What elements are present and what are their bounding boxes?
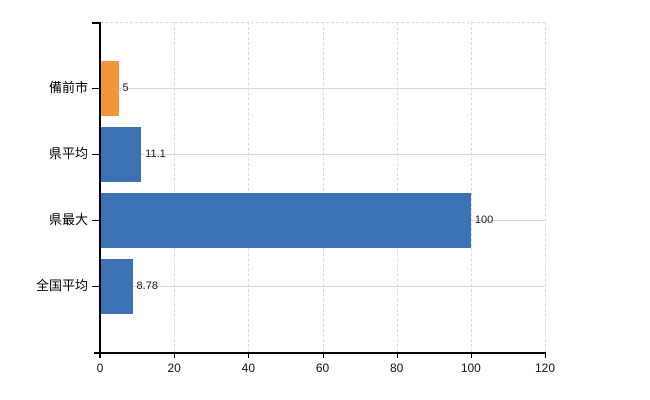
bar-value-label: 8.78 (136, 280, 158, 292)
x-tick-mark (322, 352, 324, 358)
bar-備前市 (100, 60, 119, 116)
x-tick-label: 120 (534, 361, 556, 375)
y-axis-line (99, 22, 101, 358)
gridline-horizontal (100, 88, 545, 89)
gridline-vertical (248, 22, 250, 352)
x-tick-mark (470, 352, 472, 358)
x-tick-label: 80 (389, 361, 404, 375)
y-tick-mark (92, 286, 99, 287)
y-tick-mark (92, 154, 99, 155)
y-axis-top-tick (92, 22, 99, 24)
bar-県平均 (100, 126, 142, 182)
x-tick-mark (248, 352, 250, 358)
x-tick-mark (174, 352, 176, 358)
x-tick-mark (396, 352, 398, 358)
gridline-horizontal (100, 154, 545, 155)
gridline-vertical (396, 22, 398, 352)
gridline-vertical (322, 22, 324, 352)
gridline-vertical (545, 22, 546, 352)
bar-value-label: 100 (474, 214, 494, 226)
gridline-horizontal (100, 286, 545, 287)
x-tick-label: 0 (96, 361, 104, 375)
x-tick-mark (545, 352, 546, 358)
bar-value-label: 11.1 (145, 148, 166, 160)
x-axis-line (94, 352, 545, 354)
category-label-4: 全国平均 (35, 278, 88, 293)
bar-県最大 (100, 192, 471, 248)
bar-全国平均 (100, 258, 133, 314)
x-tick-label: 100 (460, 361, 481, 375)
x-tick-label: 60 (315, 361, 330, 375)
gridline-vertical (470, 22, 472, 352)
category-label-1: 備前市 (48, 80, 88, 95)
x-tick-label: 40 (241, 361, 255, 375)
y-tick-mark (92, 220, 99, 221)
category-label-2: 県平均 (48, 146, 88, 161)
category-label-3: 県最大 (48, 212, 88, 227)
y-tick-mark (92, 88, 99, 89)
bar-value-label: 5 (122, 82, 129, 94)
x-tick-mark (100, 352, 101, 358)
gridline-vertical (174, 22, 176, 352)
x-tick-label: 20 (167, 361, 181, 375)
